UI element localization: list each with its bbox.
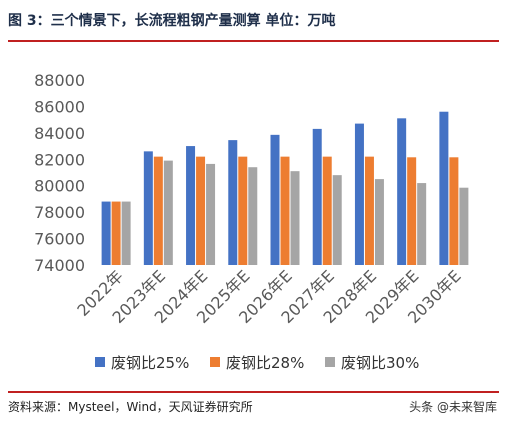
bar-3-2 bbox=[163, 160, 173, 265]
bar-chart: 74000 76000 78000 80000 82000 84000 86000 88000… bbox=[34, 71, 469, 372]
y-tick-label: 88000 bbox=[34, 71, 85, 90]
bar-3-5 bbox=[290, 171, 300, 265]
y-tick-label: 76000 bbox=[34, 230, 85, 249]
y-tick-label: 86000 bbox=[34, 97, 85, 116]
y-tick-label: 78000 bbox=[34, 203, 85, 222]
bar-2-6 bbox=[322, 156, 332, 265]
watermark: 头条 @未来智库 bbox=[409, 400, 497, 414]
bar-3-6 bbox=[332, 175, 342, 265]
legend-label-2: 废钢比28% bbox=[226, 354, 304, 372]
legend-swatch-1 bbox=[95, 357, 105, 367]
bar-2-4 bbox=[238, 156, 248, 265]
top-rule bbox=[8, 40, 499, 42]
y-tick-label: 82000 bbox=[34, 150, 85, 169]
bar-1-4 bbox=[228, 140, 238, 265]
bar-1-6 bbox=[312, 128, 322, 265]
bar-3-7 bbox=[374, 179, 384, 265]
bar-3-3 bbox=[206, 163, 216, 265]
bar-1-9 bbox=[439, 111, 449, 265]
bar-2-7 bbox=[364, 156, 374, 265]
bar-3-1 bbox=[121, 201, 131, 265]
bar-2-1 bbox=[111, 201, 121, 265]
bar-3-9 bbox=[459, 187, 469, 265]
legend-swatch-3 bbox=[325, 357, 335, 367]
bar-2-8 bbox=[407, 157, 417, 265]
y-tick-label: 80000 bbox=[34, 177, 85, 196]
bar-1-2 bbox=[143, 151, 153, 265]
bar-1-5 bbox=[270, 134, 280, 265]
legend-label-3: 废钢比30% bbox=[341, 354, 419, 372]
bar-2-9 bbox=[449, 157, 459, 265]
bar-1-1 bbox=[101, 201, 111, 265]
legend-swatch-2 bbox=[210, 357, 220, 367]
y-tick-label: 84000 bbox=[34, 124, 85, 143]
bar-1-3 bbox=[186, 146, 196, 265]
source-note: 资料来源：Mysteel，Wind，天风证券研究所 bbox=[8, 400, 253, 414]
bar-1-7 bbox=[354, 123, 364, 265]
bar-2-5 bbox=[280, 156, 290, 265]
figure-title: 图 3：三个情景下，长流程粗钢产量测算 单位：万吨 bbox=[8, 13, 336, 29]
bottom-rule bbox=[8, 391, 499, 393]
y-tick-label: 74000 bbox=[34, 256, 85, 275]
legend-label-1: 废钢比25% bbox=[111, 354, 189, 372]
bar-3-4 bbox=[248, 167, 258, 265]
bar-3-8 bbox=[417, 183, 427, 265]
bar-2-3 bbox=[196, 156, 206, 265]
bar-1-8 bbox=[397, 118, 407, 265]
bar-2-2 bbox=[153, 156, 163, 265]
